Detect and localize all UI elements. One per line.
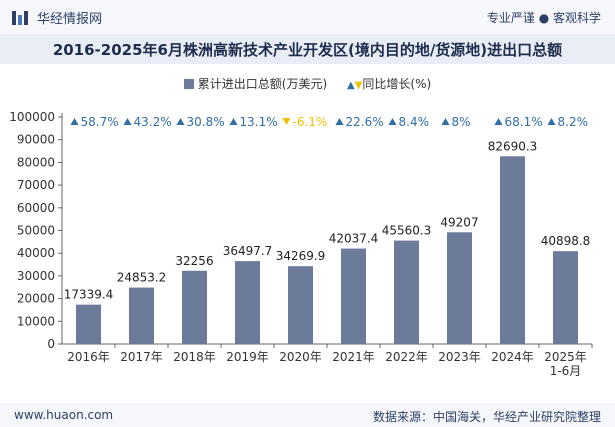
x-category-label: 2016年 — [67, 350, 110, 364]
legend-label-growth: 同比增长(%) — [362, 77, 432, 91]
growth-down-icon — [282, 118, 291, 125]
y-tick-label: 60000 — [17, 201, 55, 215]
growth-label: 68.1% — [505, 115, 543, 129]
growth-up-icon — [229, 118, 238, 125]
growth-label: 43.2% — [134, 115, 172, 129]
y-tick-label: 40000 — [17, 246, 55, 260]
footer: www.huaon.com 数据来源：中国海关，华经产业研究院整理 — [0, 403, 615, 427]
bar — [76, 304, 101, 344]
growth-up-icon — [176, 118, 185, 125]
chart-legend: 累计进出口总额(万美元) ▲▼同比增长(%) — [0, 75, 615, 92]
y-tick-label: 20000 — [17, 292, 55, 306]
brand[interactable]: 华经情报网 — [12, 8, 102, 27]
growth-label: -6.1% — [293, 115, 328, 129]
growth-label: 22.6% — [346, 115, 384, 129]
growth-up-icon — [494, 118, 503, 125]
growth-up-icon — [123, 118, 132, 125]
y-tick-label: 10000 — [17, 314, 55, 328]
y-tick-label: 0 — [47, 337, 55, 351]
bar — [182, 270, 207, 344]
x-category-label: 2025年 — [544, 350, 587, 364]
bar-value-label: 34269.9 — [276, 249, 326, 263]
bar-value-label: 17339.4 — [64, 288, 114, 302]
y-tick-label: 30000 — [17, 269, 55, 283]
y-tick-label: 100000 — [9, 110, 55, 124]
growth-up-icon — [441, 118, 450, 125]
bar — [341, 248, 366, 344]
growth-label: 8% — [452, 115, 471, 129]
legend-bar-swatch-icon — [183, 79, 194, 89]
y-tick-label: 70000 — [17, 178, 55, 192]
x-category-label: 2018年 — [173, 350, 216, 364]
growth-up-icon — [547, 118, 556, 125]
legend-item-growth[interactable]: ▲▼同比增长(%) — [347, 75, 431, 92]
slogan: 专业严谨 ● 客观科学 — [486, 11, 601, 25]
growth-label: 8.2% — [558, 115, 589, 129]
growth-label: 8.4% — [399, 115, 430, 129]
growth-up-icon — [70, 118, 79, 125]
bar-value-label: 36497.7 — [223, 244, 273, 258]
bar — [129, 287, 154, 344]
bar — [235, 261, 260, 344]
bar-value-label: 42037.4 — [329, 232, 379, 246]
legend-label-total: 累计进出口总额(万美元) — [197, 77, 328, 91]
bar — [288, 266, 313, 344]
footer-url-link[interactable]: www.huaon.com — [14, 408, 114, 422]
top-bar: 华经情报网 专业严谨 ● 客观科学 — [0, 0, 615, 34]
y-tick-label: 80000 — [17, 155, 55, 169]
bar — [500, 156, 525, 344]
bar-value-label: 24853.2 — [117, 271, 167, 285]
bar-value-label: 40898.8 — [541, 234, 591, 248]
x-category-label: 1-6月 — [550, 364, 582, 378]
growth-label: 58.7% — [81, 115, 119, 129]
growth-label: 13.1% — [240, 115, 278, 129]
growth-up-icon — [388, 118, 397, 125]
x-category-label: 2022年 — [385, 350, 428, 364]
bar — [553, 251, 578, 344]
x-category-label: 2021年 — [332, 350, 375, 364]
x-category-label: 2024年 — [491, 350, 534, 364]
bar-value-label: 49207 — [440, 215, 478, 229]
x-category-label: 2019年 — [226, 350, 269, 364]
title-bar: 2016-2025年6月株洲高新技术产业开发区(境内目的地/货源地)进出口总额 — [0, 34, 615, 64]
legend-item-total[interactable]: 累计进出口总额(万美元) — [183, 75, 328, 92]
x-category-label: 2017年 — [120, 350, 163, 364]
bar-value-label: 32256 — [175, 254, 213, 268]
growth-up-icon — [335, 118, 344, 125]
x-category-label: 2020年 — [279, 350, 322, 364]
brand-logo-icon — [12, 10, 28, 25]
y-tick-label: 90000 — [17, 133, 55, 147]
growth-label: 30.8% — [187, 115, 225, 129]
chart-title: 2016-2025年6月株洲高新技术产业开发区(境内目的地/货源地)进出口总额 — [52, 41, 563, 59]
x-category-label: 2023年 — [438, 350, 481, 364]
bar — [394, 240, 419, 344]
legend-down-triangle-icon: ▼ — [354, 80, 363, 91]
brand-name: 华经情报网 — [37, 12, 103, 27]
bar-value-label: 45560.3 — [382, 224, 432, 238]
bar — [447, 232, 472, 344]
footer-source: 数据来源：中国海关，华经产业研究院整理 — [372, 410, 601, 424]
bar-value-label: 82690.3 — [488, 139, 538, 153]
y-tick-label: 50000 — [17, 224, 55, 238]
legend-up-triangle-icon: ▲ — [347, 80, 355, 91]
